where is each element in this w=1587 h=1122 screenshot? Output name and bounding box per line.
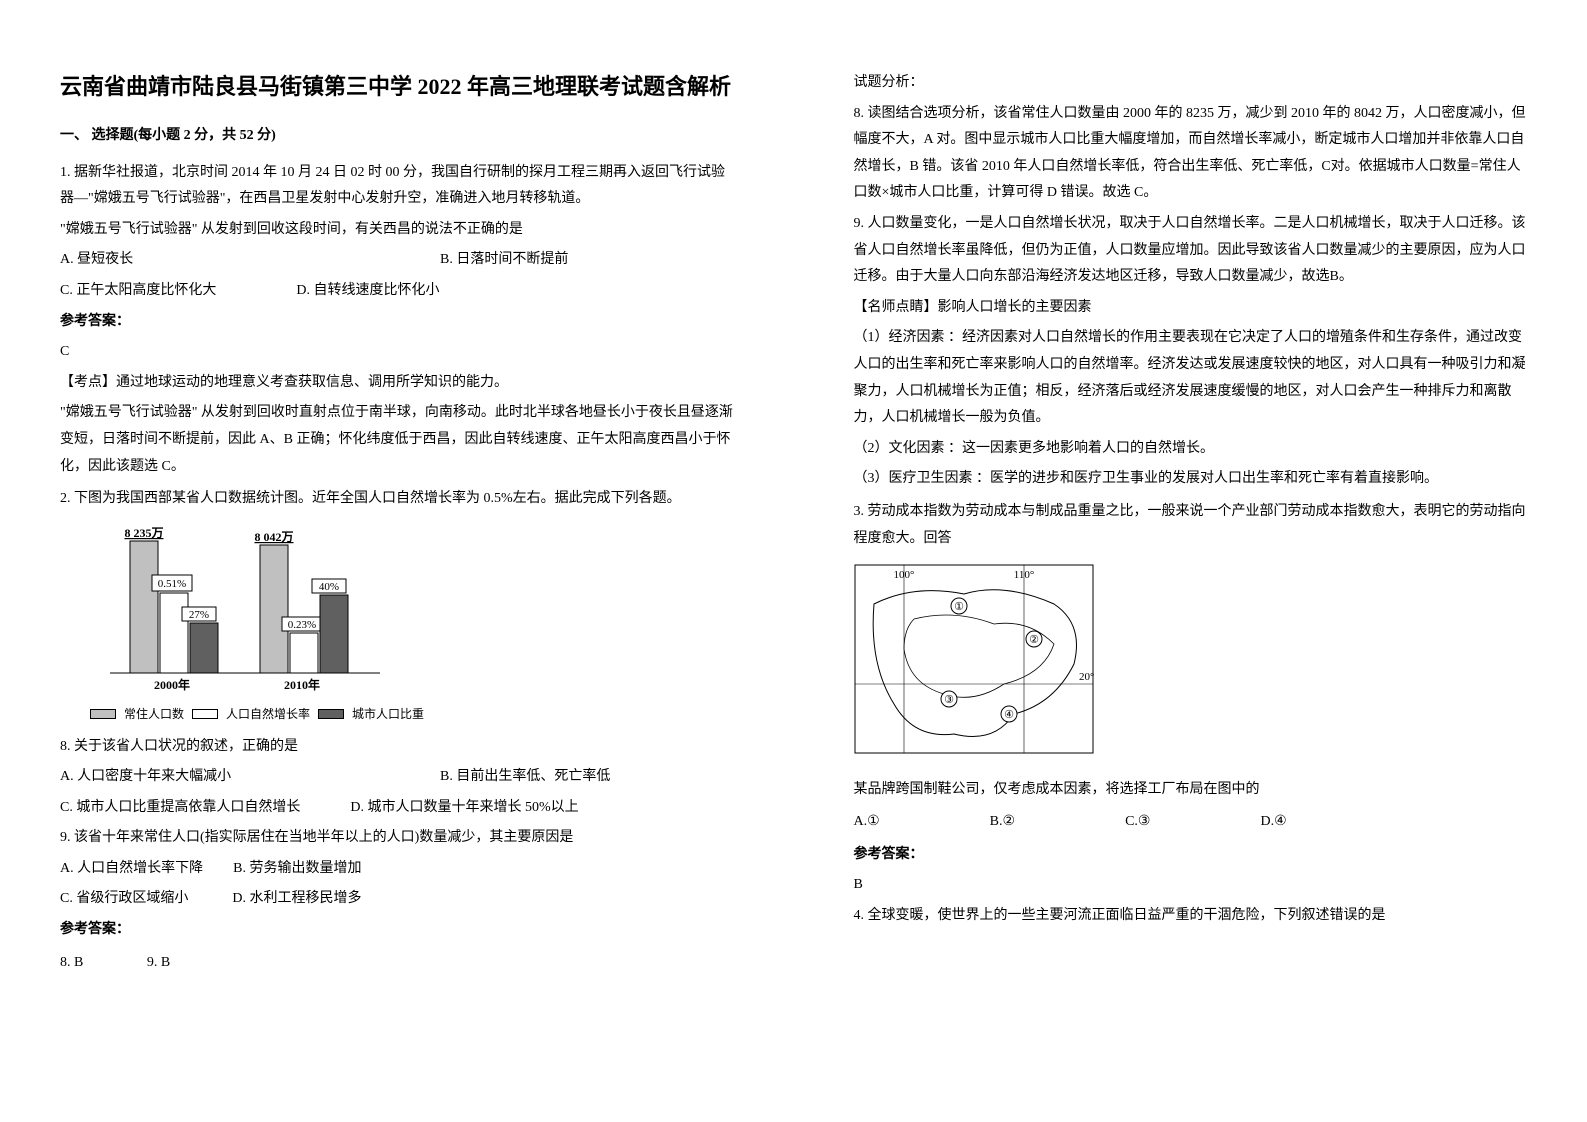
q1-row2: C. 正午太阳高度比怀化大 D. 自转线速度比怀化小 <box>60 278 734 305</box>
q2-stem: 2. 下图为我国西部某省人口数据统计图。近年全国人口自然增长率为 0.5%左右。… <box>60 486 734 513</box>
analysis-9: 9. 人口数量变化，一是人口自然增长状况，取决于人口自然增长率。二是人口机械增长… <box>854 211 1528 291</box>
svg-text:2000年: 2000年 <box>154 677 190 692</box>
q3-stem: 3. 劳动成本指数为劳动成本与制成品重量之比，一般来说一个产业部门劳动成本指数愈… <box>854 499 1528 552</box>
q3-c: C.③ <box>1125 809 1150 836</box>
q8-c: C. 城市人口比重提高依靠人口自然增长 <box>60 795 300 822</box>
svg-text:①: ① <box>954 601 964 613</box>
q1-opt-a: A. 昼短夜长 <box>60 247 400 274</box>
q8-row1: A. 人口密度十年来大幅减小 B. 目前出生率低、死亡率低 <box>60 764 734 791</box>
svg-text:8 042万: 8 042万 <box>254 530 293 544</box>
tip-2: （2）文化因素 ：这一因素更多地影响着人口的自然增长。 <box>854 436 1528 463</box>
page-title: 云南省曲靖市陆良县马街镇第三中学 2022 年高三地理联考试题含解析 <box>60 70 734 103</box>
section-header: 一、 选择题(每小题 2 分，共 52 分) <box>60 123 734 150</box>
q4-stem: 4. 全球变暖，使世界上的一些主要河流正面临日益严重的干涸危险，下列叙述错误的是 <box>854 903 1528 930</box>
q9-stem: 9. 该省十年来常住人口(指实际居住在当地半年以上的人口)数量减少，其主要原因是 <box>60 825 734 852</box>
q8-a: A. 人口密度十年来大幅减小 <box>60 764 400 791</box>
q1-stem: 1. 据新华社报道，北京时间 2014 年 10 月 24 日 02 时 00 … <box>60 160 734 213</box>
q8-row2: C. 城市人口比重提高依靠人口自然增长 D. 城市人口数量十年来增长 50%以上 <box>60 795 734 822</box>
q1-opt-c: C. 正午太阳高度比怀化大 <box>60 278 216 305</box>
legend-swatch-pop <box>90 709 116 719</box>
q3-answer-label: 参考答案： <box>854 842 1528 869</box>
svg-text:100°: 100° <box>893 569 914 581</box>
svg-text:②: ② <box>1029 634 1039 646</box>
q9-a: A. 人口自然增长率下降 <box>60 856 203 883</box>
q3-options: A.① B.② C.③ D.④ <box>854 809 1528 836</box>
q1-stem2: "嫦娥五号飞行试验器" 从发射到回收这段时间，有关西昌的说法不正确的是 <box>60 217 734 244</box>
analysis-label: 试题分析： <box>854 70 1528 97</box>
svg-text:110°: 110° <box>1013 569 1034 581</box>
legend-swatch-urban <box>318 709 344 719</box>
q9-row1: A. 人口自然增长率下降 B. 劳务输出数量增加 <box>60 856 734 883</box>
q9-d: D. 水利工程移民增多 <box>232 886 361 913</box>
legend-swatch-rate <box>192 709 218 719</box>
q1-explanation: "嫦娥五号飞行试验器" 从发射到回收时直射点位于南半球，向南移动。此时北半球各地… <box>60 400 734 480</box>
q9-b: B. 劳务输出数量增加 <box>233 856 361 883</box>
q1-kaodian: 【考点】通过地球运动的地理意义考查获取信息、调用所学知识的能力。 <box>60 370 734 397</box>
q8-d: D. 城市人口数量十年来增长 50%以上 <box>350 795 578 822</box>
svg-text:2010年: 2010年 <box>284 677 320 692</box>
tip-1: （1）经济因素 ：经济因素对人口自然增长的作用主要表现在它决定了人口的增殖条件和… <box>854 325 1528 431</box>
analysis-8: 8. 读图结合选项分析，该省常住人口数量由 2000 年的 8235 万，减少到… <box>854 101 1528 207</box>
svg-text:27%: 27% <box>189 609 209 621</box>
svg-text:0.23%: 0.23% <box>288 619 316 631</box>
bar-chart-svg: 8 235万 0.51% 27% 2000年 8 042万 0.23% 40% … <box>90 523 400 693</box>
chart-legend: 常住人口数 人口自然增长率 城市人口比重 <box>90 703 734 726</box>
legend-urban: 城市人口比重 <box>352 703 424 726</box>
ans8: 8. B <box>60 955 83 970</box>
q9-c: C. 省级行政区域缩小 <box>60 886 188 913</box>
q1-opt-d: D. 自转线速度比怀化小 <box>296 278 439 305</box>
q1-answer-label: 参考答案： <box>60 309 734 336</box>
q8-b: B. 目前出生率低、死亡率低 <box>440 764 610 791</box>
q1-answer: C <box>60 339 734 366</box>
q3-b: B.② <box>990 809 1015 836</box>
q2-answer-label: 参考答案： <box>60 917 734 944</box>
q1-opt-b: B. 日落时间不断提前 <box>440 247 568 274</box>
q1-row1: A. 昼短夜长 B. 日落时间不断提前 <box>60 247 734 274</box>
svg-text:0.51%: 0.51% <box>158 578 186 590</box>
svg-text:③: ③ <box>944 694 954 706</box>
q3-d: D.④ <box>1260 809 1286 836</box>
q9-row2: C. 省级行政区域缩小 D. 水利工程移民增多 <box>60 886 734 913</box>
legend-rate: 人口自然增长率 <box>226 703 310 726</box>
q2-answers: 8. B 9. B <box>60 950 734 977</box>
population-chart: 8 235万 0.51% 27% 2000年 8 042万 0.23% 40% … <box>90 523 734 693</box>
svg-text:40%: 40% <box>319 581 339 593</box>
tip-3: （3）医疗卫生因素 ：医学的进步和医疗卫生事业的发展对人口出生率和死亡率有着直接… <box>854 466 1528 493</box>
ans9: 9. B <box>147 955 170 970</box>
tips-head: 【名师点睛】影响人口增长的主要因素 <box>854 295 1528 322</box>
q3-answer: B <box>854 872 1528 899</box>
map-figure: 100° 110° 20° ① ② ③ ④ <box>854 564 1528 765</box>
svg-text:8 235万: 8 235万 <box>124 526 163 540</box>
q8-stem: 8. 关于该省人口状况的叙述，正确的是 <box>60 734 734 761</box>
map-svg: 100° 110° 20° ① ② ③ ④ <box>854 564 1094 754</box>
svg-text:20°: 20° <box>1079 671 1094 683</box>
q3-sub: 某品牌跨国制鞋公司，仅考虑成本因素，将选择工厂布局在图中的 <box>854 777 1528 804</box>
legend-pop: 常住人口数 <box>124 703 184 726</box>
q3-a: A.① <box>854 809 880 836</box>
svg-text:④: ④ <box>1004 709 1014 721</box>
